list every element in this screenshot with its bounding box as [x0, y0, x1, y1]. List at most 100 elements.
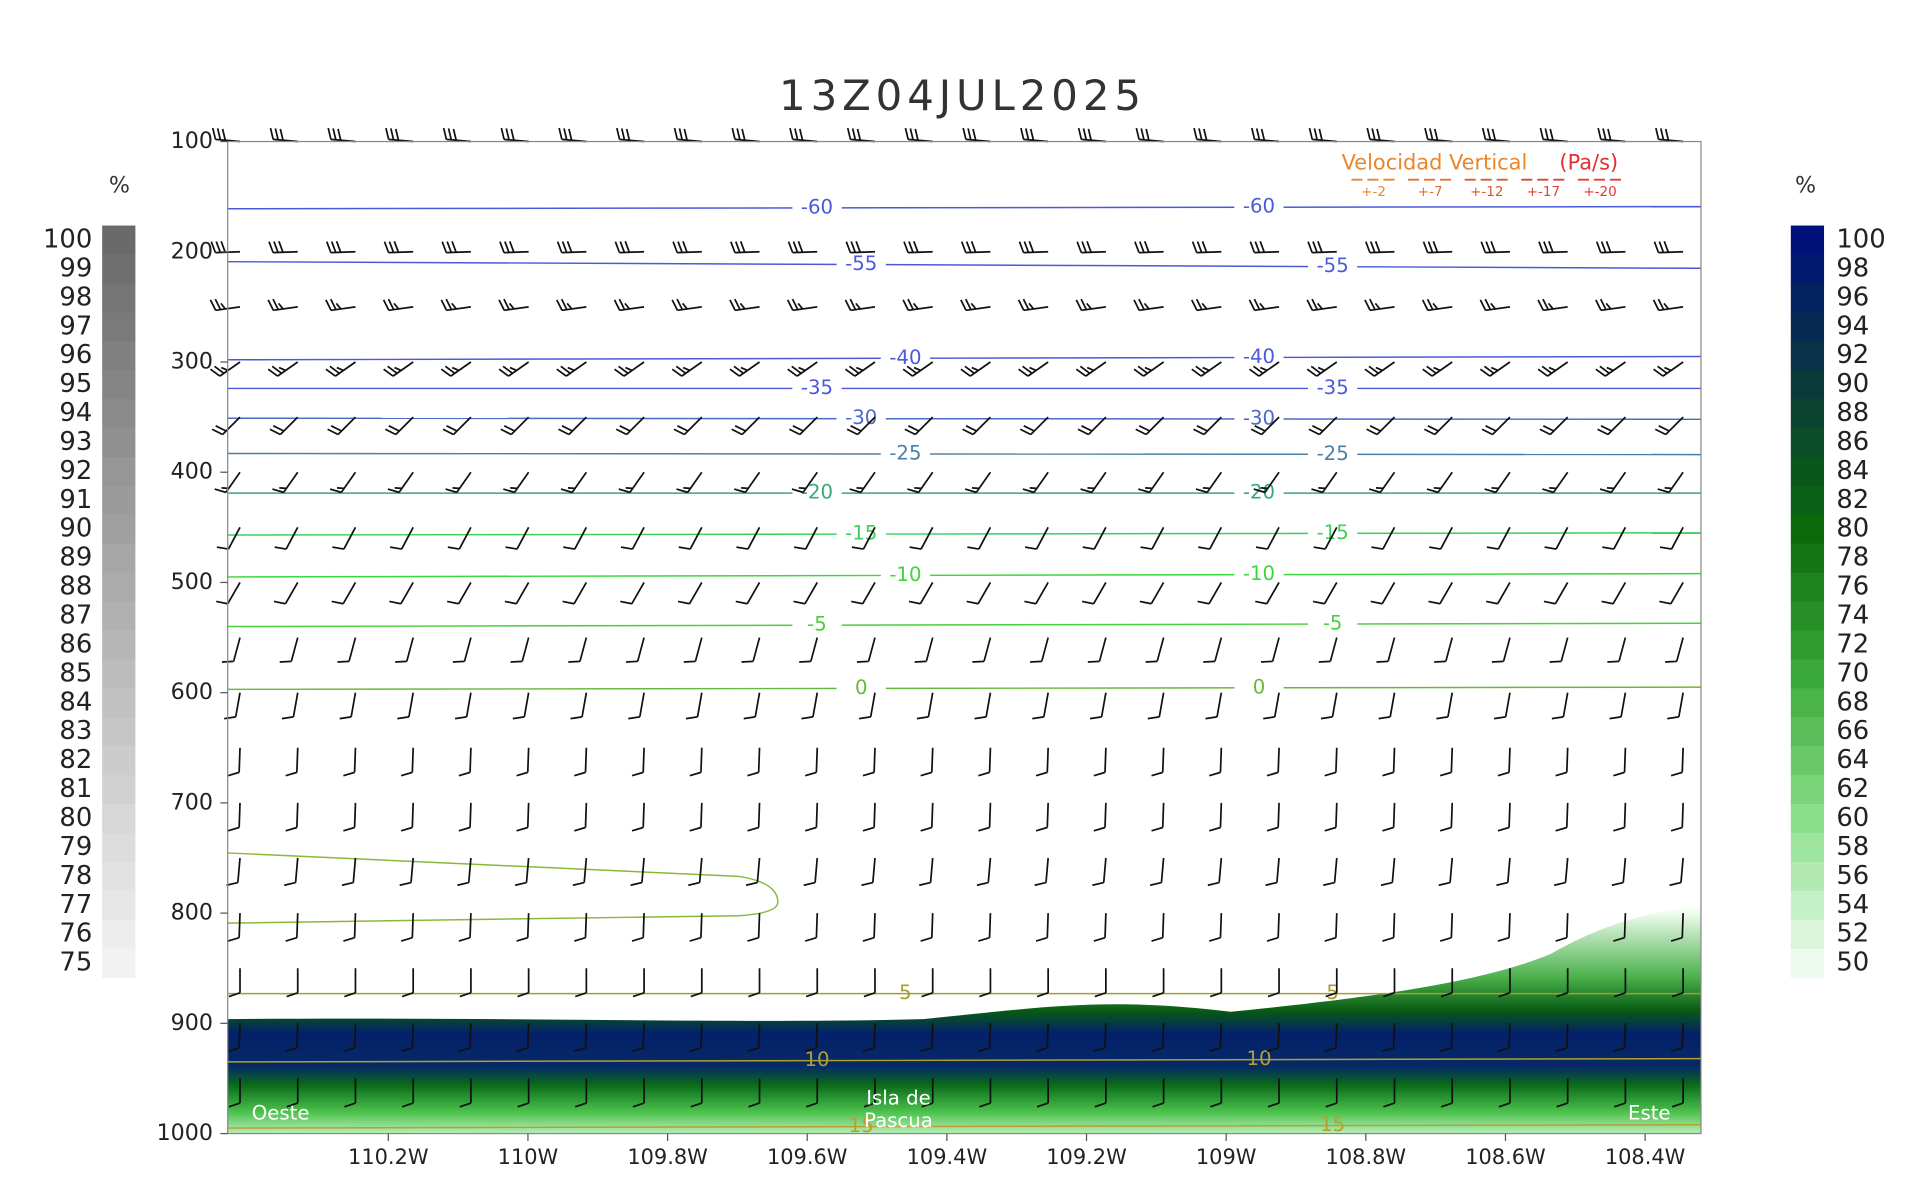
wind-barb: [344, 1078, 357, 1108]
wind-barb: [343, 913, 357, 942]
wind-barb: [1024, 582, 1049, 605]
wind-barb: [1197, 582, 1223, 605]
wind-barb: [1493, 692, 1511, 720]
y-tick-label: 100: [171, 128, 213, 154]
wind-barb: [1497, 802, 1511, 832]
plot-frame: [227, 140, 1702, 1135]
colorbar-label: 77: [59, 890, 92, 920]
wind-barb: [1491, 637, 1511, 663]
y-tick-label: 300: [171, 348, 213, 374]
colorbar-swatch: [102, 225, 136, 256]
wind-barb: [1421, 298, 1453, 312]
wind-barb: [673, 416, 703, 436]
wind-barb: [689, 1023, 703, 1053]
wind-barb: [978, 802, 992, 832]
wind-barb: [685, 692, 703, 720]
wind-barb: [1426, 471, 1453, 494]
colorbar-swatch: [1790, 370, 1825, 400]
wind-barb: [805, 1078, 819, 1108]
wind-barb: [1193, 416, 1222, 436]
wind-barb: [1324, 913, 1338, 942]
wind-barb: [209, 361, 241, 377]
y-tick-label: 1000: [157, 1120, 213, 1146]
wind-barb: [1255, 526, 1280, 550]
wind-barb: [1265, 857, 1280, 887]
wind-barb: [1428, 582, 1453, 605]
wind-barb: [1134, 241, 1164, 254]
wind-barb: [445, 471, 472, 494]
colorbar-swatch: [1790, 601, 1825, 632]
x-tick-label: 109W: [1196, 1145, 1257, 1169]
wind-barb: [908, 582, 934, 605]
wind-barb: [632, 968, 645, 998]
wind-barb: [904, 127, 933, 143]
wind-barb: [1133, 298, 1164, 312]
colorbar-swatch: [1790, 688, 1825, 718]
wind-barb: [1140, 526, 1165, 550]
colorbar-label: 86: [1836, 427, 1869, 457]
wind-barb: [227, 802, 241, 832]
wind-barb: [978, 1023, 992, 1053]
colorbar-swatch: [102, 514, 136, 545]
wind-barb: [902, 361, 934, 377]
wind-barb: [747, 747, 761, 777]
wind-barb: [325, 298, 356, 312]
colorbar-swatch: [102, 283, 136, 313]
wind-barb: [1364, 298, 1395, 312]
wind-barb: [1152, 1078, 1165, 1108]
wind-barb: [630, 857, 645, 887]
contour-label: 15: [849, 1114, 874, 1137]
wind-barb: [1481, 127, 1511, 143]
wind-barb: [216, 582, 241, 605]
wind-barb: [211, 127, 241, 143]
wind-barb: [1308, 416, 1338, 436]
wind-barb: [339, 692, 357, 720]
wind-barb: [400, 802, 415, 832]
wind-barb: [1538, 241, 1568, 254]
wind-barb: [671, 298, 702, 312]
humidity-field: [227, 905, 1701, 1134]
wind-barb: [228, 968, 241, 998]
chart-title: 13Z04JUL2025: [779, 71, 1146, 120]
wind-barb: [1383, 1078, 1396, 1108]
wind-barb: [574, 747, 588, 777]
wind-barb: [331, 582, 357, 605]
contour-label: -60: [1243, 195, 1275, 218]
wind-barb: [1659, 582, 1684, 605]
wind-barb: [1595, 361, 1626, 377]
colorbar-label: 88: [1836, 398, 1869, 428]
wind-barb: [341, 857, 357, 887]
colorbar-label: 90: [59, 514, 92, 544]
wind-barb: [1436, 692, 1454, 720]
wind-barb: [228, 1078, 241, 1108]
wind-barb: [227, 1023, 241, 1053]
wind-barb: [689, 747, 703, 777]
wind-barb: [1607, 637, 1627, 663]
wind-barb: [1486, 582, 1511, 605]
wind-barb: [859, 692, 876, 720]
wind-barb: [845, 241, 876, 254]
wind-barb: [1191, 361, 1222, 377]
colorbar-label: 96: [1836, 282, 1869, 312]
x-tick-label: 109.8W: [627, 1145, 708, 1169]
wind-barb: [1602, 526, 1627, 550]
colorbar-swatch: [102, 832, 136, 863]
wind-barb: [401, 1078, 415, 1108]
contour-label-bg: [1234, 483, 1284, 504]
wind-barb: [1382, 913, 1396, 942]
wind-barb: [920, 747, 934, 777]
colorbar-label: 75: [59, 948, 92, 978]
wind-barb: [442, 416, 472, 436]
wind-barb: [385, 127, 414, 143]
contour-label-bg: [792, 378, 842, 399]
wind-barb: [574, 802, 588, 832]
wind-barb: [1093, 1023, 1107, 1053]
wind-barb: [1380, 857, 1396, 887]
colorbar-swatch: [1790, 254, 1825, 285]
colorbar-swatch: [1790, 775, 1825, 805]
colorbar-swatch: [102, 341, 136, 371]
wind-barb: [1613, 802, 1627, 832]
colorbar-label: 76: [59, 919, 92, 949]
wind-barb: [1542, 471, 1569, 494]
